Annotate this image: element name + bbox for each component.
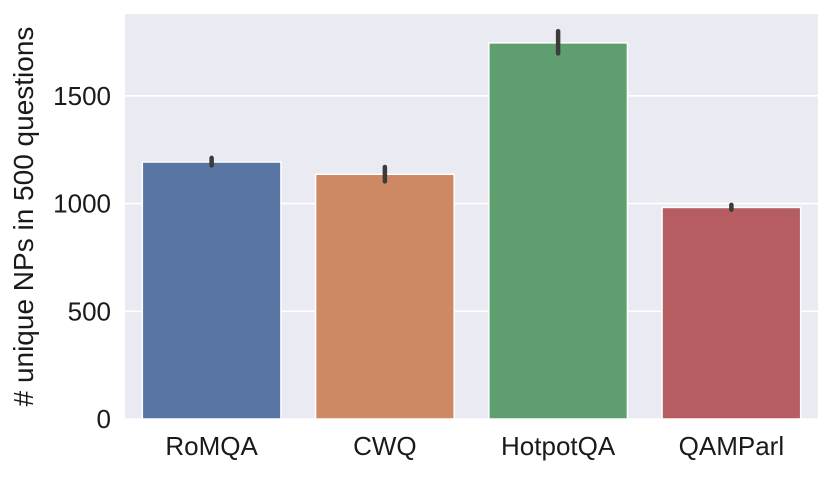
x-tick-label: QAMParl [679,431,784,461]
y-tick-label: 500 [68,296,111,326]
bar-cwq [314,173,455,420]
bar-hotpotqa [488,42,629,420]
x-tick-label: RoMQA [165,431,258,461]
x-tick-labels: RoMQA CWQ HotpotQA QAMParl [165,431,784,461]
error-bars [209,28,734,212]
x-tick-label: CWQ [353,431,417,461]
y-axis-label: # unique NPs in 500 questions [8,27,39,407]
bar-romqa [141,161,282,420]
bar-qamparl [661,206,802,420]
y-tick-label: 1000 [53,189,111,219]
y-tick-label: 1500 [53,81,111,111]
y-tick-labels: 0 500 1000 1500 [53,81,111,434]
bars [141,42,802,420]
y-tick-label: 0 [97,404,111,434]
x-tick-label: HotpotQA [501,431,616,461]
